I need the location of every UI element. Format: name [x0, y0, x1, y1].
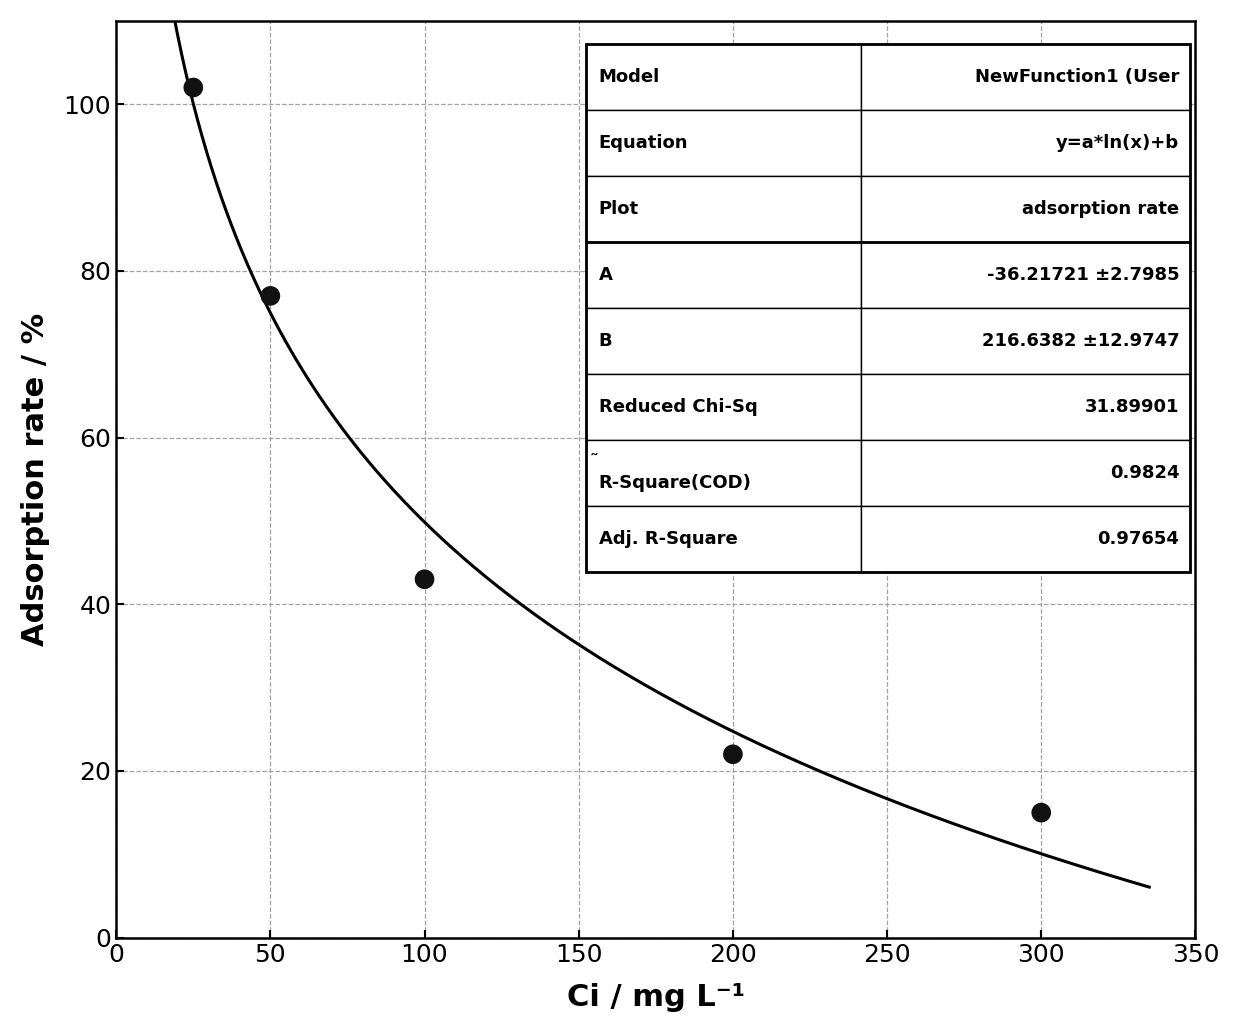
Bar — [585, 43, 861, 109]
Text: Plot: Plot — [599, 199, 639, 218]
Text: Equation: Equation — [599, 133, 688, 152]
Text: Reduced Chi-Sq: Reduced Chi-Sq — [599, 398, 758, 416]
Text: A: A — [599, 265, 613, 284]
Text: B: B — [599, 332, 613, 350]
Bar — [585, 176, 861, 242]
Point — [184, 80, 203, 96]
Bar — [585, 43, 1190, 572]
Bar — [861, 176, 1190, 242]
Text: Adj. R-Square: Adj. R-Square — [599, 530, 738, 547]
Bar — [861, 242, 1190, 308]
Bar — [585, 374, 861, 440]
Bar — [861, 374, 1190, 440]
Y-axis label: Adsorption rate / %: Adsorption rate / % — [21, 313, 50, 646]
Bar — [861, 440, 1190, 506]
Bar — [585, 308, 861, 374]
Bar — [861, 109, 1190, 176]
Point — [414, 571, 434, 588]
Bar — [585, 440, 861, 506]
Bar — [585, 242, 861, 308]
Point — [1032, 805, 1052, 821]
Text: Model: Model — [599, 68, 660, 86]
Text: ̃
R-Square(COD): ̃ R-Square(COD) — [599, 453, 751, 492]
Bar — [861, 43, 1190, 109]
Text: 216.6382 ±12.9747: 216.6382 ±12.9747 — [982, 332, 1179, 350]
Text: -36.21721 ±2.7985: -36.21721 ±2.7985 — [987, 265, 1179, 284]
Text: 0.9824: 0.9824 — [1110, 464, 1179, 481]
Bar — [861, 506, 1190, 572]
Text: y=a*ln(x)+b: y=a*ln(x)+b — [1056, 133, 1179, 152]
Bar — [861, 308, 1190, 374]
Bar — [585, 109, 861, 176]
Bar — [585, 506, 861, 572]
Text: NewFunction1 (User: NewFunction1 (User — [975, 68, 1179, 86]
Point — [723, 746, 743, 762]
Text: 0.97654: 0.97654 — [1097, 530, 1179, 547]
Text: adsorption rate: adsorption rate — [1022, 199, 1179, 218]
Text: 31.89901: 31.89901 — [1085, 398, 1179, 416]
X-axis label: Ci / mg L⁻¹: Ci / mg L⁻¹ — [567, 983, 745, 1012]
Point — [260, 287, 280, 304]
